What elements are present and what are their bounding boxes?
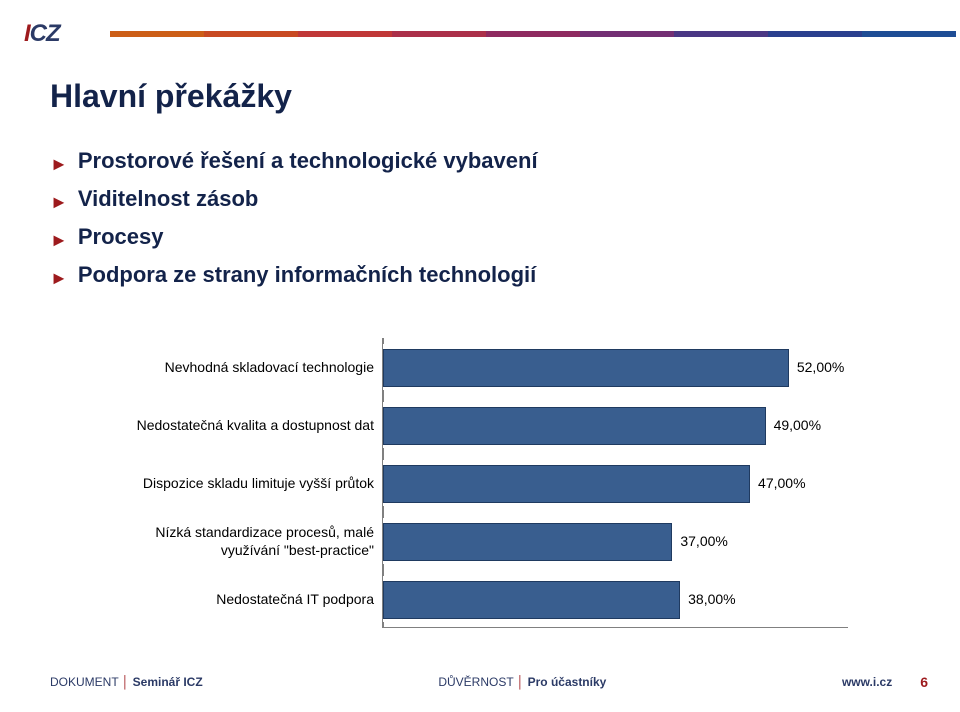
bullet-marker-icon: ► <box>50 186 68 218</box>
chart-row: Nedostatečná kvalita a dostupnost dat 49,… <box>112 396 848 454</box>
axis-tick <box>383 512 384 518</box>
chart-plot-cell: 49,00% <box>382 396 848 454</box>
chart-category-label: Nevhodná skladovací technologie <box>112 338 382 396</box>
chart-value-label: 49,00% <box>774 417 821 433</box>
bullet-item: ► Podpora ze strany informačních technolo… <box>50 262 538 294</box>
footer-left-prefix: DOKUMENT <box>50 675 122 689</box>
bullet-item: ► Viditelnost zásob <box>50 186 538 218</box>
bullet-text: Prostorové řešení a technologické vybave… <box>78 148 538 174</box>
page-title: Hlavní překážky <box>50 78 292 115</box>
axis-tick <box>383 570 384 576</box>
brand-stripe <box>768 31 862 37</box>
chart-row: Nízká standardizace procesů, malé využív… <box>112 512 848 570</box>
chart-plot-cell: 52,00% <box>382 338 848 396</box>
chart-bar <box>383 465 750 503</box>
brand-stripe <box>392 31 486 37</box>
chart-value-label: 38,00% <box>688 591 735 607</box>
bullet-marker-icon: ► <box>50 262 68 294</box>
brand-stripe <box>204 31 298 37</box>
chart-value-label: 47,00% <box>758 475 805 491</box>
chart-category-label: Nedostatečná kvalita a dostupnost dat <box>112 396 382 454</box>
chart-category-label: Nízká standardizace procesů, malé využív… <box>112 512 382 570</box>
chart-value-label: 52,00% <box>797 359 844 375</box>
brand-color-band <box>110 24 960 30</box>
footer-center-value: Pro účastníky <box>528 675 607 689</box>
bullet-text: Procesy <box>78 224 164 250</box>
chart-bar <box>383 407 766 445</box>
axis-tick <box>383 396 384 402</box>
bullet-marker-icon: ► <box>50 224 68 256</box>
chart-axis-bottom <box>382 627 848 628</box>
brand-stripe <box>486 31 580 37</box>
bullet-item: ► Procesy <box>50 224 538 256</box>
bar-chart: Nevhodná skladovací technologie 52,00% Ned… <box>112 338 848 628</box>
footer-left-value: Seminář ICZ <box>133 675 203 689</box>
page-number: 6 <box>920 674 928 690</box>
chart-bar <box>383 349 789 387</box>
chart-plot-cell: 47,00% <box>382 454 848 512</box>
chart-bar <box>383 523 672 561</box>
chart-row: Dispozice skladu limituje vyšší průtok 47… <box>112 454 848 512</box>
footer-right: www.i.cz 6 <box>842 674 928 690</box>
brand-stripe <box>862 31 956 37</box>
bullet-list: ► Prostorové řešení a technologické vybav… <box>50 148 538 300</box>
footer-center-prefix: DŮVĚRNOST <box>438 675 516 689</box>
chart-plot-cell: 37,00% <box>382 512 848 570</box>
footer-left: DOKUMENT │ Seminář ICZ <box>50 675 203 689</box>
footer: DOKUMENT │ Seminář ICZ DŮVĚRNOST │ Pro ú… <box>50 672 928 692</box>
footer-center: DŮVĚRNOST │ Pro účastníky <box>203 675 842 689</box>
axis-tick <box>383 338 384 344</box>
axis-tick <box>383 454 384 460</box>
brand-stripe <box>580 31 674 37</box>
chart-row: Nevhodná skladovací technologie 52,00% <box>112 338 848 396</box>
bullet-marker-icon: ► <box>50 148 68 180</box>
brand-stripe <box>110 31 204 37</box>
chart-category-label: Dispozice skladu limituje vyšší průtok <box>112 454 382 512</box>
brand-stripe <box>674 31 768 37</box>
logo-part-2: CZ <box>30 20 60 47</box>
chart-category-label: Nedostatečná IT podpora <box>112 570 382 628</box>
brand-stripe <box>298 31 392 37</box>
footer-center-sep: │ <box>517 675 528 689</box>
bullet-text: Podpora ze strany informačních technolog… <box>78 262 536 288</box>
chart-bar <box>383 581 680 619</box>
footer-left-sep: │ <box>122 675 130 689</box>
footer-url: www.i.cz <box>842 675 892 689</box>
chart-row: Nedostatečná IT podpora 38,00% <box>112 570 848 628</box>
bullet-item: ► Prostorové řešení a technologické vybav… <box>50 148 538 180</box>
chart-plot-cell: 38,00% <box>382 570 848 628</box>
chart-value-label: 37,00% <box>680 533 727 549</box>
logo: ICZ <box>24 20 60 48</box>
slide: ICZ Hlavní překážky ► Prostorové řešení a… <box>0 0 960 712</box>
bullet-text: Viditelnost zásob <box>78 186 259 212</box>
